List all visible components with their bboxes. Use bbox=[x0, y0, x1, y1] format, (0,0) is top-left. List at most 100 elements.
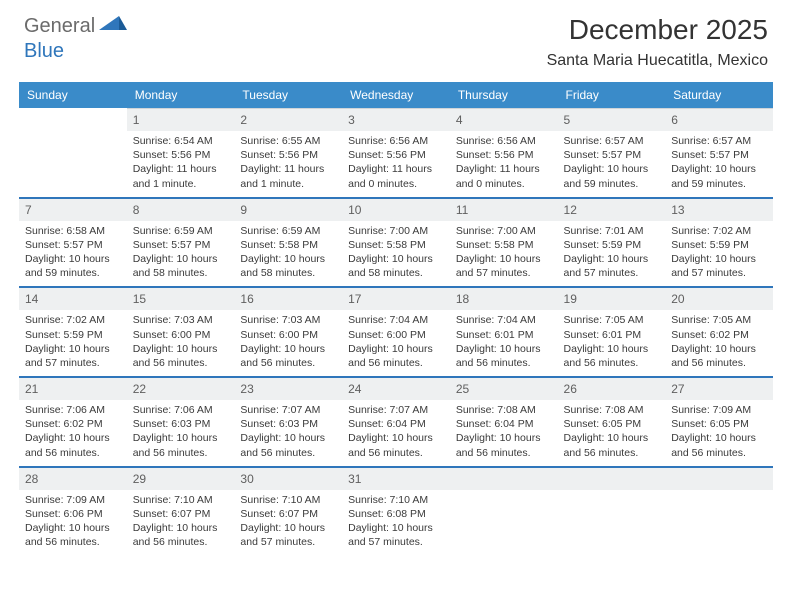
calendar-empty-cell bbox=[450, 466, 558, 556]
calendar-body: 1Sunrise: 6:54 AMSunset: 5:56 PMDaylight… bbox=[19, 108, 773, 555]
day-details: Sunrise: 7:09 AMSunset: 6:05 PMDaylight:… bbox=[665, 400, 773, 466]
day-number: 6 bbox=[665, 108, 773, 131]
calendar-day-cell: 10Sunrise: 7:00 AMSunset: 5:58 PMDayligh… bbox=[342, 197, 450, 287]
calendar-day-cell: 15Sunrise: 7:03 AMSunset: 6:00 PMDayligh… bbox=[127, 286, 235, 376]
month-title: December 2025 bbox=[547, 14, 768, 46]
weekday-header-cell: Thursday bbox=[450, 82, 558, 108]
day-number: 10 bbox=[342, 197, 450, 221]
calendar-day-cell: 17Sunrise: 7:04 AMSunset: 6:00 PMDayligh… bbox=[342, 286, 450, 376]
day-details: Sunrise: 7:09 AMSunset: 6:06 PMDaylight:… bbox=[19, 490, 127, 556]
calendar-day-cell: 24Sunrise: 7:07 AMSunset: 6:04 PMDayligh… bbox=[342, 376, 450, 466]
day-number: 16 bbox=[234, 286, 342, 310]
day-details: Sunrise: 6:55 AMSunset: 5:56 PMDaylight:… bbox=[234, 131, 342, 197]
calendar-day-cell: 29Sunrise: 7:10 AMSunset: 6:07 PMDayligh… bbox=[127, 466, 235, 556]
calendar-day-cell: 9Sunrise: 6:59 AMSunset: 5:58 PMDaylight… bbox=[234, 197, 342, 287]
calendar-day-cell: 16Sunrise: 7:03 AMSunset: 6:00 PMDayligh… bbox=[234, 286, 342, 376]
calendar-day-cell: 4Sunrise: 6:56 AMSunset: 5:56 PMDaylight… bbox=[450, 108, 558, 197]
day-details: Sunrise: 7:00 AMSunset: 5:58 PMDaylight:… bbox=[450, 221, 558, 287]
calendar-day-cell: 8Sunrise: 6:59 AMSunset: 5:57 PMDaylight… bbox=[127, 197, 235, 287]
brand-part1: General bbox=[24, 15, 95, 38]
calendar-day-cell: 23Sunrise: 7:07 AMSunset: 6:03 PMDayligh… bbox=[234, 376, 342, 466]
calendar-day-cell: 6Sunrise: 6:57 AMSunset: 5:57 PMDaylight… bbox=[665, 108, 773, 197]
calendar-day-cell: 3Sunrise: 6:56 AMSunset: 5:56 PMDaylight… bbox=[342, 108, 450, 197]
day-details: Sunrise: 6:59 AMSunset: 5:57 PMDaylight:… bbox=[127, 221, 235, 287]
day-details: Sunrise: 7:06 AMSunset: 6:03 PMDaylight:… bbox=[127, 400, 235, 466]
logo-triangle-icon bbox=[99, 14, 127, 39]
day-number: 11 bbox=[450, 197, 558, 221]
day-number: 4 bbox=[450, 108, 558, 131]
calendar-day-cell: 31Sunrise: 7:10 AMSunset: 6:08 PMDayligh… bbox=[342, 466, 450, 556]
weekday-header-cell: Friday bbox=[558, 82, 666, 108]
day-details: Sunrise: 6:59 AMSunset: 5:58 PMDaylight:… bbox=[234, 221, 342, 287]
calendar-day-cell: 12Sunrise: 7:01 AMSunset: 5:59 PMDayligh… bbox=[558, 197, 666, 287]
day-details: Sunrise: 7:08 AMSunset: 6:05 PMDaylight:… bbox=[558, 400, 666, 466]
day-details: Sunrise: 7:06 AMSunset: 6:02 PMDaylight:… bbox=[19, 400, 127, 466]
day-number: 31 bbox=[342, 466, 450, 490]
day-details: Sunrise: 7:07 AMSunset: 6:04 PMDaylight:… bbox=[342, 400, 450, 466]
day-number: 23 bbox=[234, 376, 342, 400]
day-details: Sunrise: 6:56 AMSunset: 5:56 PMDaylight:… bbox=[342, 131, 450, 197]
day-number: 29 bbox=[127, 466, 235, 490]
day-number: 30 bbox=[234, 466, 342, 490]
location-text: Santa Maria Huecatitla, Mexico bbox=[547, 52, 768, 70]
day-details: Sunrise: 7:03 AMSunset: 6:00 PMDaylight:… bbox=[234, 310, 342, 376]
day-details: Sunrise: 7:04 AMSunset: 6:01 PMDaylight:… bbox=[450, 310, 558, 376]
day-number: 24 bbox=[342, 376, 450, 400]
weekday-header-cell: Sunday bbox=[19, 82, 127, 108]
title-block: December 2025 Santa Maria Huecatitla, Me… bbox=[547, 14, 768, 70]
weekday-header-cell: Saturday bbox=[665, 82, 773, 108]
day-number: 5 bbox=[558, 108, 666, 131]
day-details: Sunrise: 6:54 AMSunset: 5:56 PMDaylight:… bbox=[127, 131, 235, 197]
day-number: 2 bbox=[234, 108, 342, 131]
calendar-empty-cell bbox=[558, 466, 666, 556]
day-number: 17 bbox=[342, 286, 450, 310]
day-number: 22 bbox=[127, 376, 235, 400]
calendar-week-row: 21Sunrise: 7:06 AMSunset: 6:02 PMDayligh… bbox=[19, 376, 773, 466]
header: General December 2025 Santa Maria Huecat… bbox=[0, 0, 792, 76]
day-details: Sunrise: 7:04 AMSunset: 6:00 PMDaylight:… bbox=[342, 310, 450, 376]
day-number: 28 bbox=[19, 466, 127, 490]
calendar-day-cell: 30Sunrise: 7:10 AMSunset: 6:07 PMDayligh… bbox=[234, 466, 342, 556]
day-number: 13 bbox=[665, 197, 773, 221]
day-number: 21 bbox=[19, 376, 127, 400]
day-number: 14 bbox=[19, 286, 127, 310]
day-number: 9 bbox=[234, 197, 342, 221]
day-details: Sunrise: 7:08 AMSunset: 6:04 PMDaylight:… bbox=[450, 400, 558, 466]
day-details: Sunrise: 7:02 AMSunset: 5:59 PMDaylight:… bbox=[665, 221, 773, 287]
day-details: Sunrise: 7:05 AMSunset: 6:01 PMDaylight:… bbox=[558, 310, 666, 376]
calendar-week-row: 1Sunrise: 6:54 AMSunset: 5:56 PMDaylight… bbox=[19, 108, 773, 197]
calendar-day-cell: 1Sunrise: 6:54 AMSunset: 5:56 PMDaylight… bbox=[127, 108, 235, 197]
daynum-bar-empty bbox=[665, 466, 773, 490]
day-details: Sunrise: 7:05 AMSunset: 6:02 PMDaylight:… bbox=[665, 310, 773, 376]
day-number: 12 bbox=[558, 197, 666, 221]
day-details: Sunrise: 7:02 AMSunset: 5:59 PMDaylight:… bbox=[19, 310, 127, 376]
calendar-day-cell: 25Sunrise: 7:08 AMSunset: 6:04 PMDayligh… bbox=[450, 376, 558, 466]
day-number: 7 bbox=[19, 197, 127, 221]
calendar-day-cell: 11Sunrise: 7:00 AMSunset: 5:58 PMDayligh… bbox=[450, 197, 558, 287]
calendar-week-row: 28Sunrise: 7:09 AMSunset: 6:06 PMDayligh… bbox=[19, 466, 773, 556]
day-number: 25 bbox=[450, 376, 558, 400]
calendar-empty-cell bbox=[19, 108, 127, 197]
day-details: Sunrise: 6:56 AMSunset: 5:56 PMDaylight:… bbox=[450, 131, 558, 197]
brand-part2-wrap: Blue bbox=[24, 40, 64, 63]
day-details: Sunrise: 7:10 AMSunset: 6:08 PMDaylight:… bbox=[342, 490, 450, 556]
calendar-day-cell: 22Sunrise: 7:06 AMSunset: 6:03 PMDayligh… bbox=[127, 376, 235, 466]
calendar-day-cell: 2Sunrise: 6:55 AMSunset: 5:56 PMDaylight… bbox=[234, 108, 342, 197]
day-details: Sunrise: 7:01 AMSunset: 5:59 PMDaylight:… bbox=[558, 221, 666, 287]
calendar-day-cell: 21Sunrise: 7:06 AMSunset: 6:02 PMDayligh… bbox=[19, 376, 127, 466]
calendar-day-cell: 18Sunrise: 7:04 AMSunset: 6:01 PMDayligh… bbox=[450, 286, 558, 376]
calendar-day-cell: 20Sunrise: 7:05 AMSunset: 6:02 PMDayligh… bbox=[665, 286, 773, 376]
calendar-day-cell: 13Sunrise: 7:02 AMSunset: 5:59 PMDayligh… bbox=[665, 197, 773, 287]
day-number: 15 bbox=[127, 286, 235, 310]
calendar-day-cell: 5Sunrise: 6:57 AMSunset: 5:57 PMDaylight… bbox=[558, 108, 666, 197]
calendar-table: SundayMondayTuesdayWednesdayThursdayFrid… bbox=[19, 82, 773, 555]
calendar-day-cell: 14Sunrise: 7:02 AMSunset: 5:59 PMDayligh… bbox=[19, 286, 127, 376]
brand-part2: Blue bbox=[24, 40, 64, 62]
daynum-bar-empty bbox=[450, 466, 558, 490]
weekday-header-cell: Wednesday bbox=[342, 82, 450, 108]
calendar-empty-cell bbox=[665, 466, 773, 556]
day-number: 8 bbox=[127, 197, 235, 221]
brand-logo: General bbox=[24, 14, 129, 39]
day-number: 3 bbox=[342, 108, 450, 131]
day-details: Sunrise: 6:57 AMSunset: 5:57 PMDaylight:… bbox=[665, 131, 773, 197]
